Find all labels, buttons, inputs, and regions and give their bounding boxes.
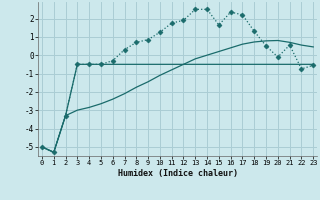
- X-axis label: Humidex (Indice chaleur): Humidex (Indice chaleur): [118, 169, 238, 178]
